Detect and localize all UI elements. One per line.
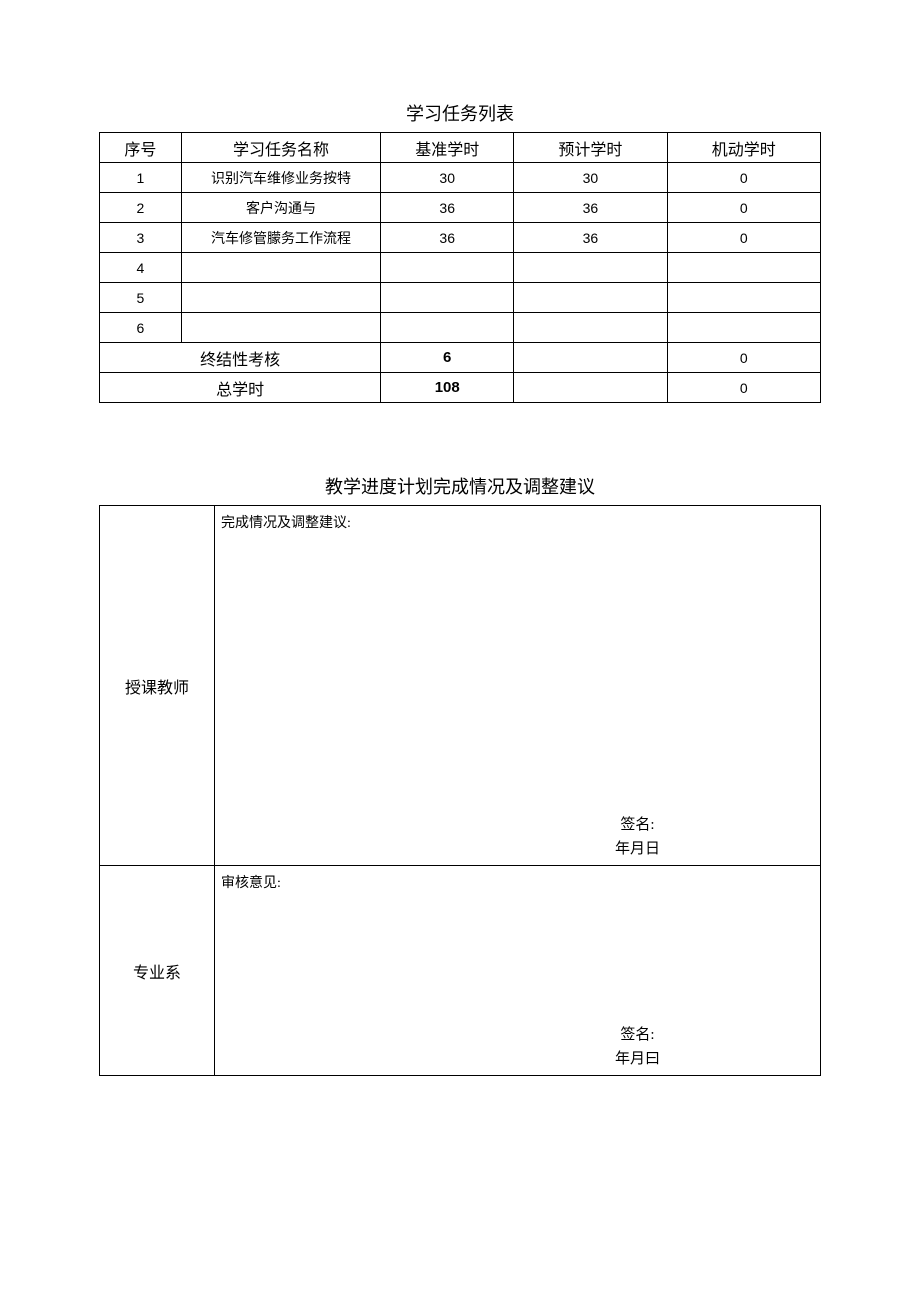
dept-row: 专业系 审核意见: 签名: 年月曰 [100,866,821,1076]
teacher-row: 授课教师 完成情况及调整建议: 签名: 年月日 [100,506,821,866]
cell-seq: 3 [100,223,182,253]
cell-expected [514,253,667,283]
summary-label: 总学时 [100,373,381,403]
summary-flex: 0 [667,343,820,373]
date-label: 年月曰 [455,1047,820,1071]
cell-flex: 0 [667,193,820,223]
adjust-table: 授课教师 完成情况及调整建议: 签名: 年月日 专业系 审核意见: 签名: 年月… [99,505,821,1076]
cell-base: 36 [381,193,514,223]
cell-expected [514,283,667,313]
table-row: 1 识别汽车维修业务按特 30 30 0 [100,163,821,193]
teacher-content: 完成情况及调整建议: 签名: 年月日 [215,506,821,866]
cell-flex [667,253,820,283]
signature-label: 签名: [455,1023,820,1047]
cell-name [181,283,380,313]
dept-label: 专业系 [100,866,215,1076]
cell-name: 识别汽车维修业务按特 [181,163,380,193]
cell-expected: 36 [514,193,667,223]
table-row: 6 [100,313,821,343]
cell-base [381,313,514,343]
table-row: 2 客户沟通与 36 36 0 [100,193,821,223]
cell-name: 汽车修管朦务工作流程 [181,223,380,253]
summary-expected [514,343,667,373]
cell-base [381,283,514,313]
cell-expected: 36 [514,223,667,253]
table-row: 5 [100,283,821,313]
task-table-header-row: 序号 学习任务名称 基准学时 预计学时 机动学时 [100,133,821,163]
teacher-label: 授课教师 [100,506,215,866]
task-table-title: 学习任务列表 [99,100,821,126]
summary-flex: 0 [667,373,820,403]
summary-row: 总学时 108 0 [100,373,821,403]
header-name: 学习任务名称 [181,133,380,163]
cell-flex: 0 [667,163,820,193]
summary-label: 终结性考核 [100,343,381,373]
table-row: 4 [100,253,821,283]
header-expected: 预计学时 [514,133,667,163]
signature-label: 签名: [455,813,820,837]
cell-name: 客户沟通与 [181,193,380,223]
cell-flex: 0 [667,223,820,253]
teacher-signature-block: 签名: 年月日 [215,813,820,861]
cell-expected: 30 [514,163,667,193]
cell-name [181,253,380,283]
table-row: 3 汽车修管朦务工作流程 36 36 0 [100,223,821,253]
cell-name [181,313,380,343]
header-seq: 序号 [100,133,182,163]
cell-base [381,253,514,283]
dept-signature-block: 签名: 年月曰 [215,1023,820,1071]
cell-flex [667,283,820,313]
header-base: 基准学时 [381,133,514,163]
cell-seq: 2 [100,193,182,223]
task-table: 序号 学习任务名称 基准学时 预计学时 机动学时 1 识别汽车维修业务按特 30… [99,132,821,403]
dept-prompt: 审核意见: [221,872,810,892]
cell-base: 30 [381,163,514,193]
dept-content: 审核意见: 签名: 年月曰 [215,866,821,1076]
cell-seq: 5 [100,283,182,313]
cell-seq: 4 [100,253,182,283]
cell-seq: 1 [100,163,182,193]
cell-expected [514,313,667,343]
summary-base: 6 [381,343,514,373]
date-label: 年月日 [455,837,820,861]
cell-base: 36 [381,223,514,253]
summary-row: 终结性考核 6 0 [100,343,821,373]
cell-seq: 6 [100,313,182,343]
summary-base: 108 [381,373,514,403]
summary-expected [514,373,667,403]
cell-flex [667,313,820,343]
teacher-prompt: 完成情况及调整建议: [221,512,810,532]
adjust-table-title: 教学进度计划完成情况及调整建议 [99,473,821,499]
header-flex: 机动学时 [667,133,820,163]
